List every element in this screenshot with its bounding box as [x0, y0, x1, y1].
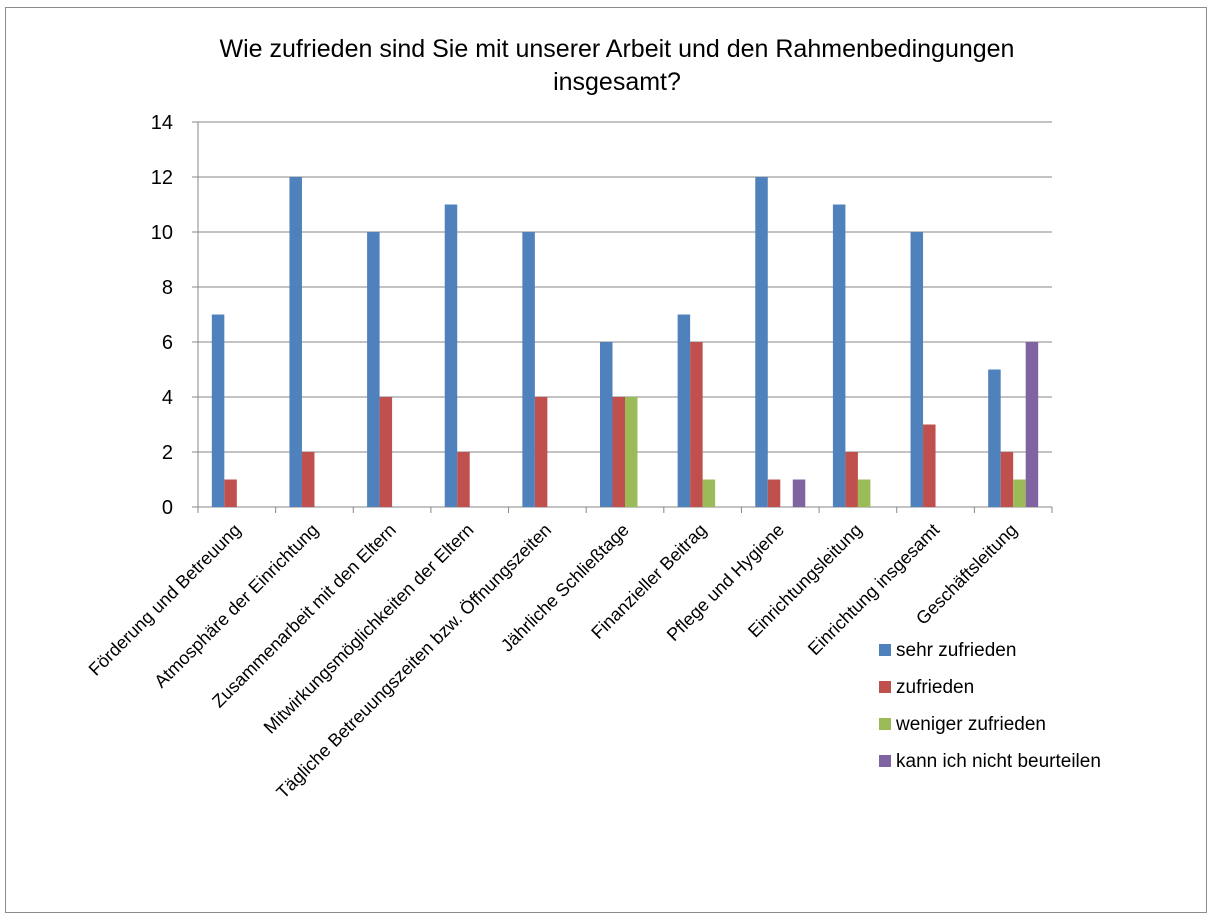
chart-title: Wie zufrieden sind Sie mit unserer Arbei… [220, 35, 1015, 96]
legend-label-sehr-zufrieden: sehr zufrieden [896, 640, 1016, 661]
x-category-label-einrichtung-insgesamt: Einrichtung insgesamt [804, 520, 943, 659]
bar-zufrieden-einrichtungsleitung [845, 452, 858, 507]
bar-sehr-zufrieden-einrichtungsleitung [832, 204, 846, 507]
bar-sehr-zufrieden-pflege-und-hygiene [755, 177, 768, 507]
x-category-label-taegliche-betreuungszeiten-bzw-oeffnungszeiten: Tägliche Betreuungszeiten bzw. Öffnungsz… [272, 520, 555, 803]
bar-weniger-zufrieden-jaehrliche-schliesstage [625, 397, 638, 507]
y-axis-tick-labels: 0 2 4 6 8 10 12 14 [151, 112, 173, 519]
bar-kann-ich-nicht-beurteilen-geschaeftsleitung [1025, 342, 1039, 507]
bar-weniger-zufrieden-einrichtungsleitung [857, 479, 871, 507]
bar-zufrieden-mitwirkungsmoeglichkeiten-der-eltern [457, 452, 470, 507]
bar-zufrieden-atmosphaere-der-einrichtung [301, 452, 315, 507]
y-tick-label-12: 12 [151, 167, 173, 189]
legend: sehr zufrieden zufrieden weniger zufrieden… [879, 640, 1101, 772]
bar-sehr-zufrieden-finanzieller-beitrag [677, 314, 691, 507]
bar-sehr-zufrieden-zusammenarbeit-mit-den-eltern [367, 232, 380, 507]
bar-sehr-zufrieden-foerderung-und-betreuung [211, 314, 225, 507]
bar-zufrieden-foerderung-und-betreuung [224, 479, 237, 507]
bar-sehr-zufrieden-taegliche-betreuungszeiten-bzw-oeffnungszeiten [522, 232, 535, 507]
y-tick-label-0: 0 [162, 497, 173, 519]
bar-sehr-zufrieden-jaehrliche-schliesstage [600, 342, 613, 507]
x-category-label-atmosphaere-der-einrichtung: Atmosphäre der Einrichtung [150, 520, 322, 692]
x-category-label-jaehrliche-schliesstage: Jährliche Schließtage [497, 520, 633, 656]
chart-title-line-1: Wie zufrieden sind Sie mit unserer Arbei… [220, 35, 1015, 63]
y-tick-label-2: 2 [162, 442, 173, 464]
y-tick-label-4: 4 [162, 387, 173, 409]
bars [211, 177, 1039, 507]
bar-zufrieden-taegliche-betreuungszeiten-bzw-oeffnungszeiten [534, 397, 548, 507]
x-category-label-foerderung-und-betreuung: Förderung und Betreuung [85, 520, 245, 680]
y-tick-label-8: 8 [162, 277, 173, 299]
bar-weniger-zufrieden-finanzieller-beitrag [702, 479, 716, 507]
chart-title-line-2: insgesamt? [553, 68, 681, 96]
bar-sehr-zufrieden-einrichtung-insgesamt [910, 232, 924, 507]
y-tick-label-6: 6 [162, 332, 173, 354]
bar-zufrieden-finanzieller-beitrag [690, 342, 703, 507]
bar-weniger-zufrieden-geschaeftsleitung [1013, 479, 1026, 507]
gridlines [198, 121, 1052, 453]
legend-label-weniger-zufrieden: weniger zufrieden [895, 714, 1046, 735]
legend-label-kann-ich-nicht-beurteilen: kann ich nicht beurteilen [896, 751, 1101, 772]
bar-zufrieden-pflege-und-hygiene [767, 479, 781, 507]
bar-zufrieden-geschaeftsleitung [1000, 452, 1014, 507]
bar-zufrieden-zusammenarbeit-mit-den-eltern [379, 397, 393, 507]
bar-zufrieden-einrichtung-insgesamt [923, 424, 936, 507]
legend-label-zufrieden: zufrieden [896, 677, 974, 698]
bar-sehr-zufrieden-atmosphaere-der-einrichtung [289, 177, 302, 507]
bar-sehr-zufrieden-geschaeftsleitung [988, 369, 1001, 507]
legend-swatch-zufrieden [879, 681, 891, 693]
y-tick-label-14: 14 [151, 112, 173, 134]
legend-swatch-sehr-zufrieden [879, 644, 891, 656]
legend-swatch-kann-ich-nicht-beurteilen [879, 755, 891, 767]
bar-kann-ich-nicht-beurteilen-pflege-und-hygiene [792, 479, 806, 507]
y-tick-label-10: 10 [151, 222, 173, 244]
bar-sehr-zufrieden-mitwirkungsmoeglichkeiten-der-eltern [444, 204, 458, 507]
bar-zufrieden-jaehrliche-schliesstage [612, 397, 625, 507]
legend-swatch-weniger-zufrieden [879, 718, 891, 730]
